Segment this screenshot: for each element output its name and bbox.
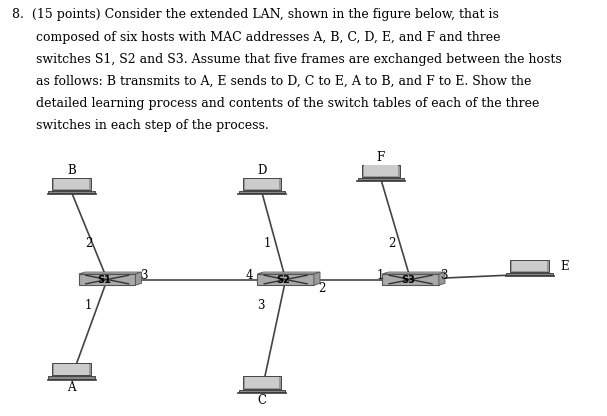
FancyBboxPatch shape — [364, 166, 398, 176]
FancyBboxPatch shape — [237, 193, 287, 194]
Text: 2: 2 — [318, 282, 326, 295]
Polygon shape — [257, 272, 320, 274]
FancyBboxPatch shape — [245, 179, 279, 189]
FancyBboxPatch shape — [356, 180, 405, 181]
Text: 3: 3 — [440, 269, 448, 282]
Text: C: C — [257, 394, 266, 407]
Text: 8.  (15 points) Consider the extended LAN, shown in the figure below, that is: 8. (15 points) Consider the extended LAN… — [12, 8, 499, 22]
FancyBboxPatch shape — [47, 193, 96, 194]
FancyBboxPatch shape — [243, 178, 281, 190]
Text: F: F — [377, 151, 385, 164]
FancyBboxPatch shape — [54, 364, 89, 374]
Polygon shape — [314, 272, 320, 285]
Text: as follows: B transmits to A, E sends to D, C to E, A to B, and F to E. Show the: as follows: B transmits to A, E sends to… — [12, 75, 531, 88]
Text: 3: 3 — [140, 269, 148, 282]
FancyBboxPatch shape — [245, 377, 279, 388]
FancyBboxPatch shape — [512, 261, 547, 271]
FancyBboxPatch shape — [510, 260, 549, 272]
Text: E: E — [560, 260, 569, 273]
Text: S3: S3 — [401, 275, 415, 285]
Polygon shape — [135, 272, 141, 285]
Text: 2: 2 — [388, 237, 396, 250]
Text: 1: 1 — [85, 300, 92, 312]
Text: S2: S2 — [276, 275, 290, 285]
Text: switches S1, S2 and S3. Assume that five frames are exchanged between the hosts: switches S1, S2 and S3. Assume that five… — [12, 53, 561, 66]
FancyBboxPatch shape — [48, 376, 95, 379]
FancyBboxPatch shape — [239, 389, 285, 392]
FancyBboxPatch shape — [382, 274, 439, 285]
FancyBboxPatch shape — [506, 273, 553, 275]
Text: detailed learning process and contents of the switch tables of each of the three: detailed learning process and contents o… — [12, 97, 540, 110]
Text: 3: 3 — [257, 300, 265, 312]
Text: 1: 1 — [263, 237, 271, 250]
Text: S1: S1 — [98, 275, 111, 285]
Text: 1: 1 — [376, 269, 384, 282]
Text: 2: 2 — [85, 237, 92, 250]
FancyBboxPatch shape — [48, 191, 95, 193]
FancyBboxPatch shape — [79, 274, 135, 285]
FancyBboxPatch shape — [52, 363, 90, 375]
Polygon shape — [79, 272, 141, 274]
Text: composed of six hosts with MAC addresses A, B, C, D, E, and F and three: composed of six hosts with MAC addresses… — [12, 31, 501, 44]
FancyBboxPatch shape — [239, 191, 285, 193]
FancyBboxPatch shape — [52, 178, 90, 190]
FancyBboxPatch shape — [54, 179, 89, 189]
Text: D: D — [257, 164, 266, 177]
FancyBboxPatch shape — [237, 392, 287, 393]
FancyBboxPatch shape — [47, 379, 96, 380]
Polygon shape — [382, 272, 445, 274]
Text: B: B — [67, 164, 76, 177]
FancyBboxPatch shape — [257, 274, 314, 285]
FancyBboxPatch shape — [243, 376, 281, 389]
Polygon shape — [439, 272, 445, 285]
FancyBboxPatch shape — [505, 275, 554, 277]
Text: A: A — [67, 381, 76, 394]
Text: switches in each step of the process.: switches in each step of the process. — [12, 119, 269, 132]
FancyBboxPatch shape — [358, 178, 404, 180]
FancyBboxPatch shape — [362, 165, 400, 177]
Text: 4: 4 — [245, 269, 253, 282]
